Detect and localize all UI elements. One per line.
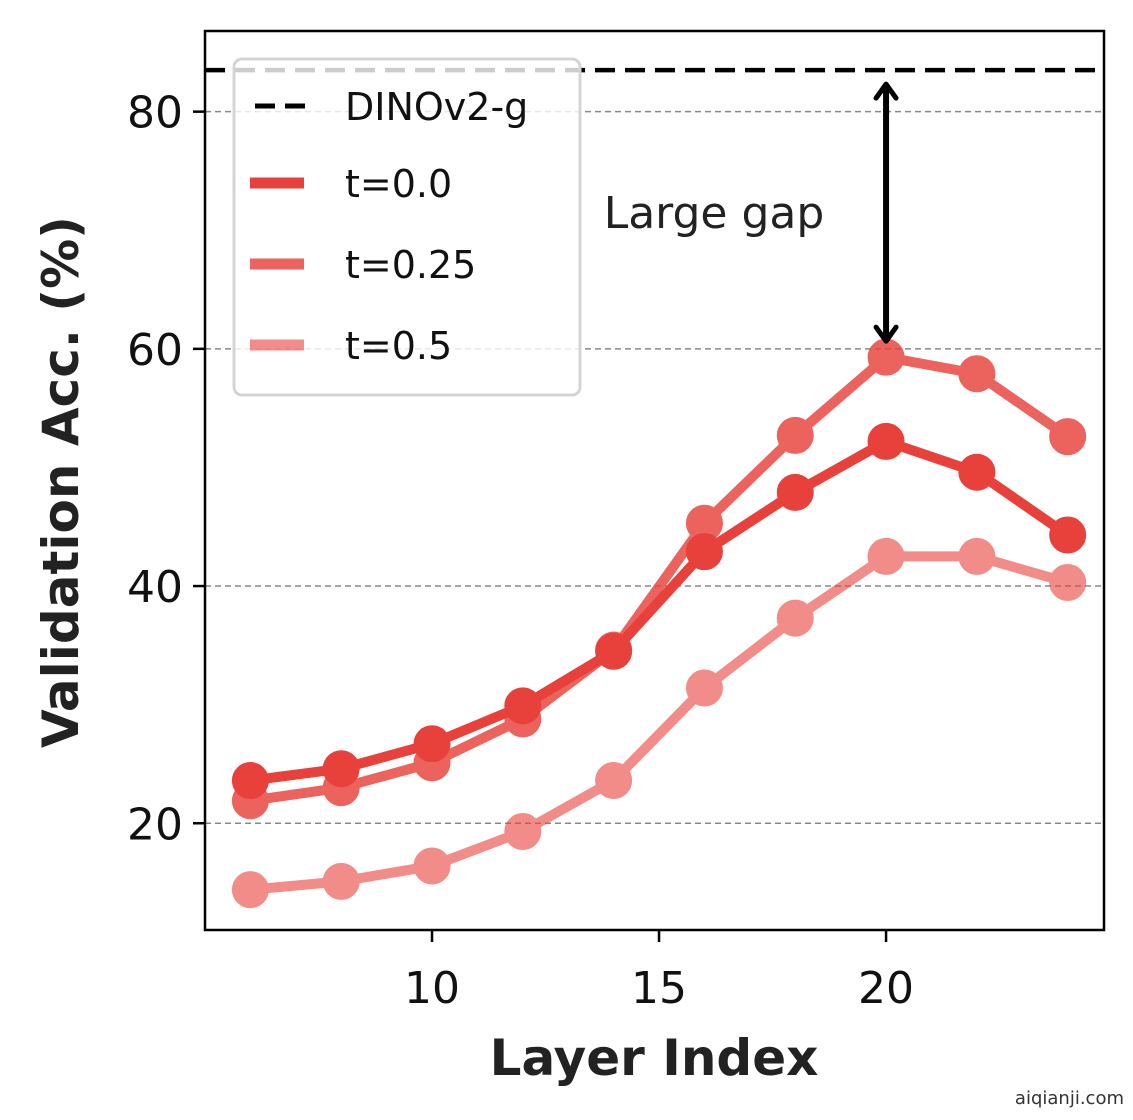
series-line-2 (245, 551, 1073, 895)
legend-label-series-2: t=0.5 (345, 324, 452, 368)
series-point-2-1 (322, 862, 360, 900)
series-point-0-2 (413, 725, 451, 763)
series-point-2-8 (958, 537, 996, 575)
series-point-2-0 (231, 871, 269, 909)
series-1 (231, 338, 1087, 820)
series-point-1-9 (1049, 418, 1087, 456)
x-tick-label-20: 20 (858, 963, 914, 1014)
annotation-layer: Large gap (604, 81, 899, 344)
plot-frame (203, 29, 1106, 932)
series-line-1 (245, 352, 1073, 806)
y-tick-label-20: 20 (127, 799, 183, 850)
legend-label-series-1: t=0.25 (345, 243, 476, 287)
legend: DINOv2-g t=0.0 t=0.25 t=0.5 (232, 57, 582, 397)
gap-arrow-head-bottom (873, 324, 899, 344)
series-point-0-9 (1049, 516, 1087, 554)
y-axis-title: Validation Acc. (%) (32, 216, 90, 748)
series-point-2-4 (595, 762, 633, 800)
axis-ticks: 20 40 60 80 10 15 20 (127, 88, 914, 1014)
series-point-1-7 (867, 338, 905, 376)
gap-arrow-head-top (873, 81, 899, 101)
series-point-0-6 (776, 473, 814, 511)
series-point-2-6 (776, 599, 814, 637)
series-point-2-2 (413, 847, 451, 885)
y-tick-label-40: 40 (127, 562, 183, 613)
x-axis-title: Layer Index (490, 1029, 819, 1087)
series-line-0 (245, 436, 1073, 786)
series-point-0-8 (958, 453, 996, 491)
legend-box (232, 57, 582, 397)
y-tick-label-80: 80 (127, 88, 183, 139)
legend-label-baseline: DINOv2-g (345, 85, 528, 129)
series-point-1-8 (958, 355, 996, 393)
series-point-0-4 (595, 632, 633, 670)
series-point-0-1 (322, 750, 360, 788)
y-tick-label-60: 60 (127, 325, 183, 376)
series-point-2-9 (1049, 563, 1087, 601)
watermark: aiqianji.com (1015, 1088, 1124, 1109)
series-point-2-7 (867, 537, 905, 575)
series-point-0-3 (504, 687, 542, 725)
x-tick-label-10: 10 (404, 963, 460, 1014)
series-point-2-5 (685, 669, 723, 707)
series-point-0-0 (231, 762, 269, 800)
series-point-1-6 (776, 416, 814, 454)
series-point-0-5 (685, 533, 723, 571)
series-2 (231, 537, 1087, 909)
series-point-2-3 (504, 813, 542, 851)
x-tick-label-15: 15 (631, 963, 687, 1014)
series-point-0-7 (867, 422, 905, 460)
series-0 (231, 422, 1087, 800)
annotation-label: Large gap (604, 188, 825, 239)
series-layer (231, 338, 1087, 909)
legend-label-series-0: t=0.0 (345, 162, 452, 206)
